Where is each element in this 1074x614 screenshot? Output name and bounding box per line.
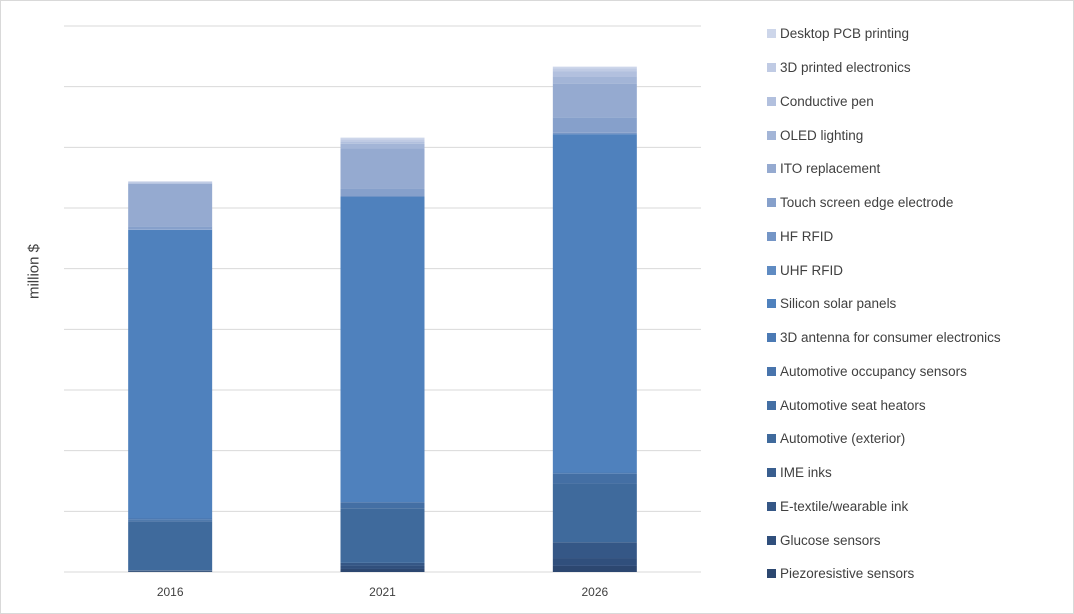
bar-segment <box>552 542 637 559</box>
legend-item: 3D antenna for consumer electronics <box>767 321 1001 355</box>
bar-segment <box>128 570 213 572</box>
legend-item: E-textile/wearable ink <box>767 490 1001 524</box>
legend-label: Desktop PCB printing <box>780 26 910 42</box>
legend-item: Automotive (exterior) <box>767 422 1001 456</box>
bar-segment <box>552 472 637 474</box>
bar-segment <box>552 565 637 572</box>
legend-swatch <box>767 299 776 309</box>
bar-segment <box>128 518 213 520</box>
legend-label: ITO replacement <box>780 161 881 177</box>
legend-item: Automotive occupancy sensors <box>767 355 1001 389</box>
bar-segment <box>340 148 425 189</box>
legend-item: Glucose sensors <box>767 523 1001 557</box>
bar-segment <box>340 188 425 197</box>
legend-item: ITO replacement <box>767 152 1001 186</box>
legend-label: Piezoresistive sensors <box>780 566 915 582</box>
legend: Desktop PCB printing 3D printed electroni… <box>767 17 1001 591</box>
bar-segment <box>128 182 213 184</box>
legend-label: UHF RFID <box>780 262 843 278</box>
legend-swatch <box>767 366 776 376</box>
legend-label: 3D antenna for consumer electronics <box>780 330 1001 346</box>
bar-segment <box>340 565 425 569</box>
bar-segment <box>128 519 213 521</box>
bar-segment <box>340 568 425 572</box>
bar-segment <box>552 558 637 566</box>
legend-swatch <box>767 535 776 545</box>
legend-label: Glucose sensors <box>780 532 881 548</box>
bar-segment <box>552 83 637 118</box>
legend-label: Automotive (exterior) <box>780 431 906 447</box>
legend-label: OLED lighting <box>780 127 864 143</box>
bar-segment <box>552 71 637 77</box>
legend-swatch <box>767 231 776 241</box>
bar-segment <box>128 571 213 572</box>
legend-swatch <box>767 501 776 511</box>
legend-label: E-textile/wearable ink <box>780 498 909 514</box>
legend-item: Conductive pen <box>767 85 1001 119</box>
bar-segment <box>128 229 213 519</box>
legend-label: HF RFID <box>780 228 834 244</box>
legend-swatch <box>767 63 776 73</box>
legend-label: IME inks <box>780 465 832 481</box>
bar-segment <box>128 226 213 230</box>
legend-swatch <box>767 468 776 478</box>
legend-item: Piezoresistive sensors <box>767 557 1001 591</box>
legend-swatch <box>767 164 776 174</box>
legend-label: Touch screen edge electrode <box>780 195 954 211</box>
legend-swatch <box>767 434 776 444</box>
x-tick-label: 2026 <box>581 585 608 599</box>
legend-swatch <box>767 96 776 106</box>
bar-segment <box>552 473 637 484</box>
legend-swatch <box>767 333 776 343</box>
bar-segment <box>552 76 637 84</box>
bar-segment <box>128 520 213 522</box>
bar-segment <box>340 508 425 563</box>
legend-label: Automotive occupancy sensors <box>780 363 967 379</box>
bar-segment <box>552 133 637 135</box>
legend-label: Conductive pen <box>780 93 874 109</box>
bar-segment <box>552 117 637 133</box>
bar-segment <box>340 137 425 140</box>
bar-segment <box>340 139 425 142</box>
bar-segment <box>128 183 213 184</box>
legend-item: Touch screen edge electrode <box>767 186 1001 220</box>
x-tick-label: 2021 <box>369 585 396 599</box>
bar-segment <box>552 483 637 543</box>
bar-segment <box>552 66 637 69</box>
bar-segment <box>340 143 425 149</box>
bar-segment <box>128 570 213 571</box>
legend-item: Silicon solar panels <box>767 287 1001 321</box>
bar-segment <box>128 229 213 230</box>
legend-item: IME inks <box>767 456 1001 490</box>
bar-segment <box>552 132 637 134</box>
legend-swatch <box>767 198 776 208</box>
bar-segment <box>340 562 425 566</box>
legend-item: OLED lighting <box>767 118 1001 152</box>
bar-segment <box>128 183 213 227</box>
legend-swatch <box>767 569 776 579</box>
legend-swatch <box>767 130 776 140</box>
bar-segment <box>340 196 425 503</box>
bar-segment <box>340 502 425 509</box>
legend-item: UHF RFID <box>767 253 1001 287</box>
legend-label: 3D printed electronics <box>780 60 911 76</box>
bar-segment <box>552 134 637 473</box>
legend-item: HF RFID <box>767 220 1001 254</box>
legend-label: Silicon solar panels <box>780 296 897 312</box>
bar-segment <box>128 181 213 183</box>
legend-item: Desktop PCB printing <box>767 17 1001 51</box>
x-tick-label: 2016 <box>157 585 184 599</box>
bar-segment <box>128 521 213 571</box>
legend-item: Automotive seat heators <box>767 388 1001 422</box>
bar-segment <box>340 141 425 144</box>
legend-swatch <box>767 400 776 410</box>
legend-label: Automotive seat heators <box>780 397 926 413</box>
legend-swatch <box>767 29 776 39</box>
y-axis-label: million $ <box>25 243 43 300</box>
legend-swatch <box>767 265 776 275</box>
bar-segment <box>552 68 637 72</box>
legend-item: 3D printed electronics <box>767 51 1001 85</box>
